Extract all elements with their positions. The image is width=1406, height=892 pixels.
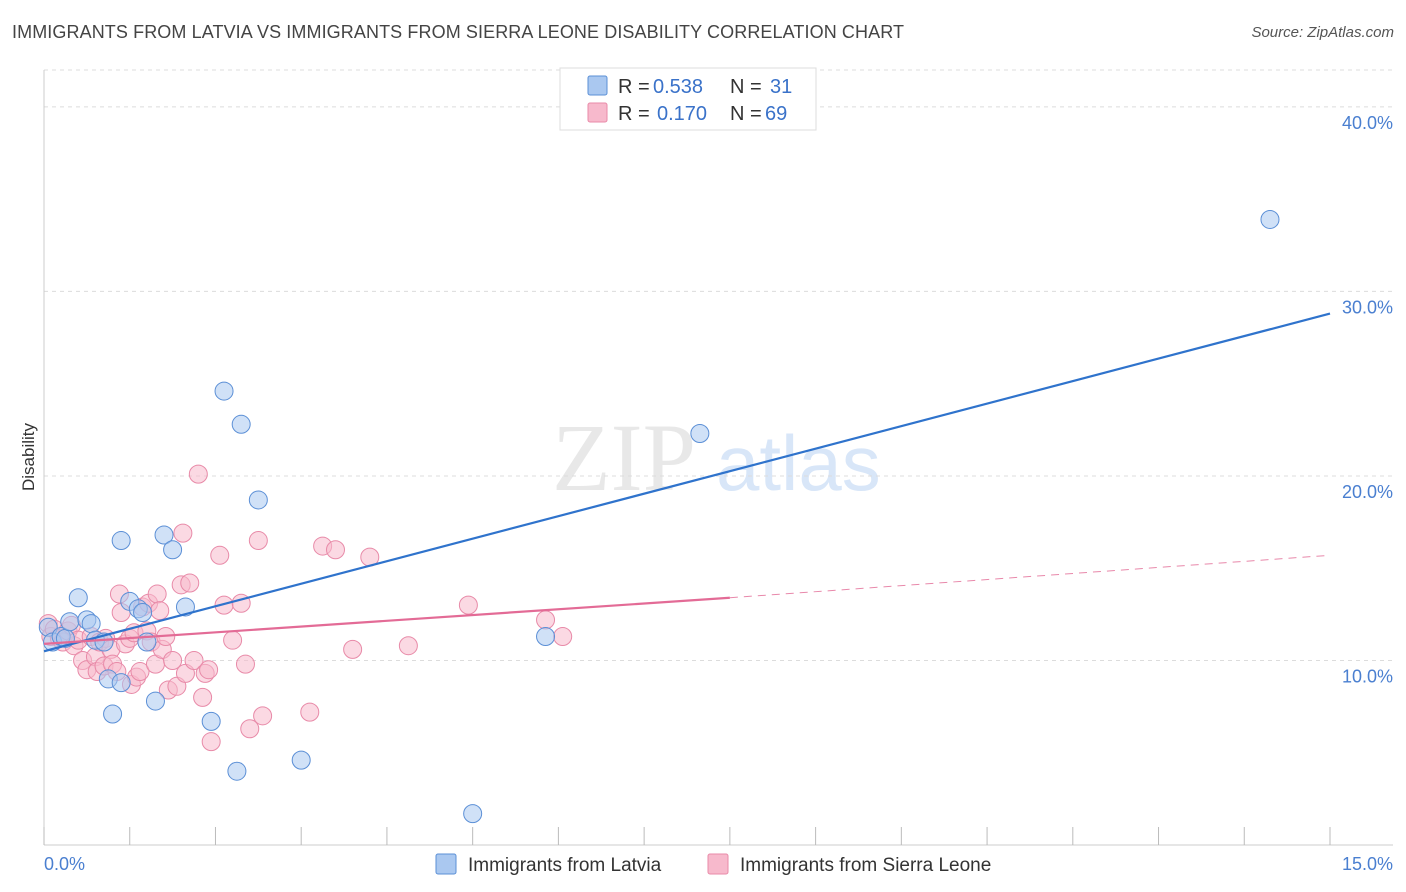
x-axis-ticks [43, 827, 1331, 845]
sierra-leone-point [253, 706, 273, 726]
series-legend: Immigrants from Latvia Immigrants from S… [435, 853, 991, 876]
chart-source: Source: ZipAtlas.com [1251, 24, 1394, 41]
sierra-leone-point [343, 639, 363, 659]
sierra-leone-point [458, 595, 478, 615]
axes [43, 70, 1393, 846]
gridlines [44, 69, 1393, 661]
latvia-point [227, 761, 247, 781]
latvia-point [145, 691, 165, 711]
trend-lines [43, 312, 1331, 653]
latvia-point [201, 711, 221, 731]
legend-swatch-sierra-leone [587, 102, 608, 123]
latvia-point [111, 531, 131, 551]
y-tick-labels: 10.0% 20.0% 30.0% 40.0% [1342, 113, 1393, 687]
legend-swatch-latvia [587, 75, 608, 96]
legend-n-label-latvia: N = [730, 76, 762, 98]
latvia-point [81, 614, 101, 634]
bottom-legend-swatch-sierra-leone [707, 853, 729, 875]
sierra-leone-point [150, 601, 170, 621]
latvia-point [175, 597, 195, 617]
bottom-legend-label-latvia: Immigrants from Latvia [468, 855, 662, 876]
latvia-point [463, 804, 483, 824]
sierra-leone-trend-extension [729, 554, 1331, 599]
legend-n-value-sierra-leone: 69 [765, 103, 787, 125]
latvia-point [163, 540, 183, 560]
bottom-legend-label-sierra-leone: Immigrants from Sierra Leone [740, 855, 991, 876]
sierra-leone-point [398, 636, 418, 656]
latvia-point [536, 626, 556, 646]
y-tick-label: 10.0% [1342, 666, 1393, 686]
latvia-point [133, 603, 153, 622]
legend-r-label-sierra-leone: R = [618, 103, 650, 125]
sierra-leone-trend-line [43, 596, 730, 645]
legend-r-label-latvia: R = [618, 76, 650, 98]
sierra-leone-point [240, 719, 260, 739]
chart-title: IMMIGRANTS FROM LATVIA VS IMMIGRANTS FRO… [12, 22, 905, 42]
sierra-leone-point [163, 650, 183, 670]
sierra-leone-point [325, 540, 345, 560]
latvia-point [68, 588, 88, 608]
legend-r-value-latvia: 0.538 [653, 76, 703, 98]
y-tick-label: 40.0% [1342, 113, 1393, 133]
stats-legend: R = 0.538 N = 31 R = 0.170 N = 69 [559, 67, 817, 131]
y-axis-title: Disability [19, 422, 38, 491]
sierra-leone-point [536, 610, 556, 630]
latvia-point [1260, 209, 1280, 229]
y-tick-label: 20.0% [1342, 482, 1393, 502]
sierra-leone-point [180, 573, 200, 593]
legend-n-label-sierra-leone: N = [730, 103, 762, 125]
sierra-leone-point [201, 732, 221, 752]
watermark-atlas: atlas [716, 419, 881, 507]
watermark-zip: ZIP [552, 404, 696, 511]
sierra-leone-point [199, 660, 219, 680]
latvia-point [103, 704, 123, 724]
x-tick-label-min: 0.0% [44, 854, 85, 874]
sierra-leone-point [248, 531, 268, 551]
sierra-leone-point [184, 650, 204, 670]
y-tick-label: 30.0% [1342, 297, 1393, 317]
legend-r-value-sierra-leone: 0.170 [657, 103, 707, 125]
sierra-leone-point [147, 584, 167, 604]
series-latvia-points [38, 209, 1280, 824]
sierra-leone-point [300, 702, 320, 722]
latvia-point [154, 525, 174, 545]
sierra-leone-point [173, 523, 193, 543]
legend-n-value-latvia: 31 [770, 76, 792, 98]
latvia-point [214, 381, 234, 401]
x-tick-label-max: 15.0% [1342, 854, 1393, 874]
latvia-point [231, 414, 251, 434]
bottom-legend-swatch-latvia [435, 853, 457, 875]
latvia-trend-line [43, 312, 1331, 653]
sierra-leone-point [193, 687, 213, 707]
latvia-point [248, 490, 268, 510]
latvia-point [60, 612, 80, 632]
sierra-leone-point [188, 464, 208, 484]
sierra-leone-point [235, 654, 255, 674]
latvia-point [690, 424, 710, 444]
sierra-leone-point [223, 630, 243, 650]
sierra-leone-point [553, 626, 573, 646]
latvia-point [291, 750, 311, 770]
sierra-leone-point [210, 545, 230, 565]
sierra-leone-point [130, 662, 150, 682]
latvia-point [111, 673, 131, 693]
